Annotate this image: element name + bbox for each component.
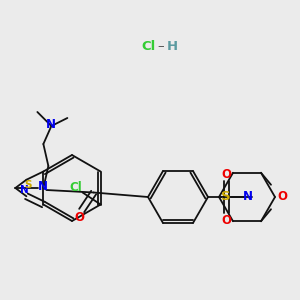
Text: Cl: Cl — [69, 181, 82, 194]
Text: –: – — [158, 40, 164, 53]
Text: N: N — [243, 190, 253, 203]
Text: Cl: Cl — [141, 40, 155, 53]
Text: S: S — [25, 180, 32, 190]
Text: O: O — [75, 211, 85, 224]
Text: O: O — [221, 214, 231, 226]
Text: N: N — [20, 185, 29, 195]
Text: N: N — [46, 118, 56, 131]
Text: N: N — [38, 181, 48, 194]
Text: S: S — [221, 190, 231, 203]
Text: H: H — [167, 40, 178, 53]
Text: O: O — [277, 190, 287, 203]
Text: O: O — [221, 169, 231, 182]
